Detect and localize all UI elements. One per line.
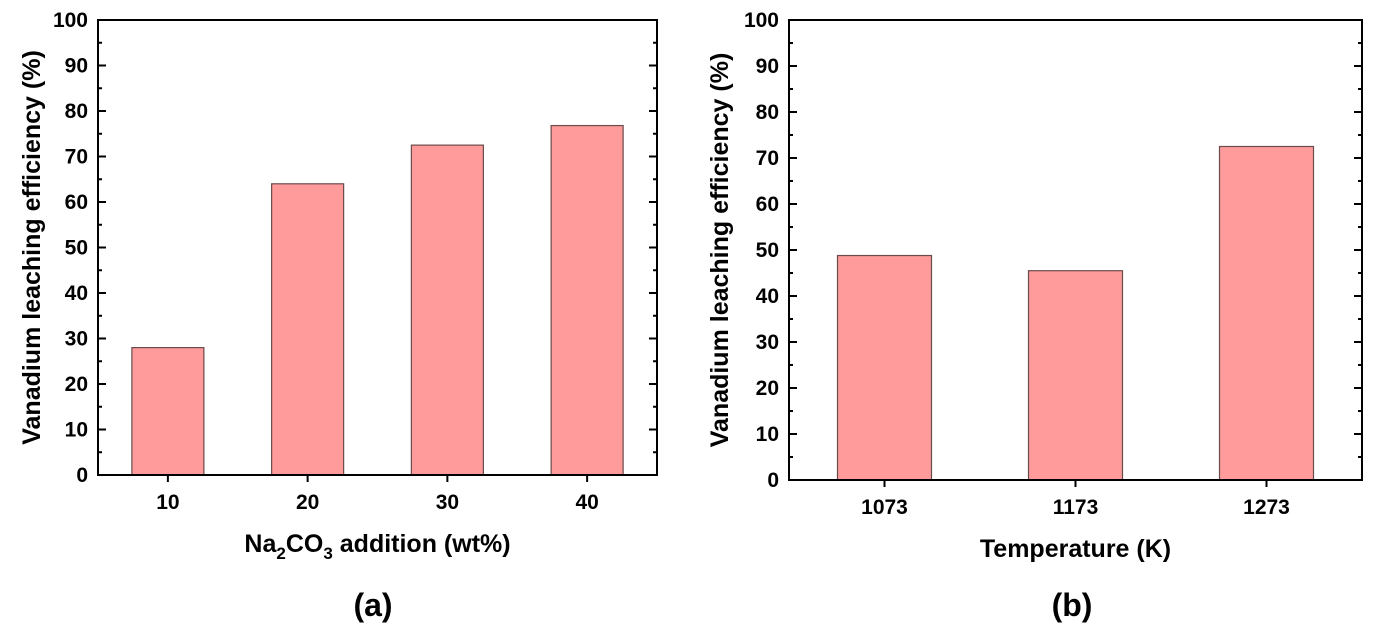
panel-b-xtick-label: 1073: [861, 496, 908, 519]
panel-a-y-axis-title: Vanadium leaching efficiency (%): [18, 50, 46, 445]
panel-a-xtick-label: 30: [436, 491, 459, 514]
panel-b-bar-3: [1218, 145, 1315, 481]
label-text: Na: [244, 530, 277, 558]
panel-a-bar-2: [271, 183, 345, 476]
panel-a-ytick-label: 70: [65, 146, 88, 169]
label-text: addition (wt%): [333, 530, 511, 558]
panel-b-ytick-label: 90: [756, 55, 779, 78]
panel-b-bar-1: [836, 254, 933, 481]
panel-b-x-axis-title: Temperature (K): [980, 535, 1171, 563]
panel-b-ytick-label: 10: [756, 423, 779, 446]
panel-a-ytick-label: 90: [65, 55, 88, 78]
panel-a-xtick-label: 10: [156, 491, 179, 514]
panel-b-ytick-label: 40: [756, 285, 779, 308]
panel-b-ytick-label: 0: [767, 469, 779, 492]
panel-a-chart: 0 10 20 30 40 50 60 70 80 90 100 10 20 30 40 Vanadium l…: [18, 9, 658, 623]
panel-b-xtick-label: 1173: [1053, 496, 1099, 519]
panel-a-ytick-label: 60: [65, 191, 88, 214]
label-text: CO: [286, 530, 324, 558]
panel-b-xtick-label: 1273: [1243, 496, 1290, 519]
panel-b-ytick-label: 100: [744, 9, 779, 32]
panel-a-ytick-label: 80: [65, 100, 88, 123]
subscript-text: 3: [323, 544, 332, 563]
panel-a-xtick-label: 20: [296, 491, 319, 514]
panel-a-ytick-label: 50: [65, 237, 88, 260]
panel-a-ytick-label: 100: [53, 9, 88, 32]
panel-a-bar-1: [131, 347, 205, 476]
panel-a-ytick-label: 30: [65, 328, 88, 351]
panel-b-chart: 0 10 20 30 40 50 60 70 80 90 100 1073 1173 1273 Vanadi…: [706, 9, 1363, 623]
panel-b-ytick-label: 30: [756, 331, 779, 354]
panel-a-label: (a): [353, 587, 392, 623]
panel-b-ytick-label: 20: [756, 377, 779, 400]
panel-a-ytick-label: 40: [65, 282, 88, 305]
panel-a-ytick-label: 10: [65, 419, 88, 442]
panel-b-y-axis-title: Vanadium leaching efficiency (%): [706, 53, 734, 448]
panel-a-bar-3: [410, 144, 484, 476]
panel-a-x-axis-title: Na2CO3 addition (wt%): [244, 530, 510, 563]
subscript-text: 2: [276, 544, 285, 563]
panel-b-label: (b): [1052, 587, 1093, 623]
panel-a-xtick-label: 40: [575, 491, 598, 514]
panel-b-ytick-label: 50: [756, 239, 779, 262]
panel-b-ytick-label: 70: [756, 147, 779, 170]
panel-a-ytick-label: 0: [76, 464, 88, 487]
panel-b-ytick-label: 60: [756, 193, 779, 216]
panel-b-bar-2: [1027, 270, 1124, 481]
panel-b-ytick-label: 80: [756, 101, 779, 124]
panel-a-ytick-label: 20: [65, 373, 88, 396]
panel-a-bar-4: [550, 124, 624, 476]
